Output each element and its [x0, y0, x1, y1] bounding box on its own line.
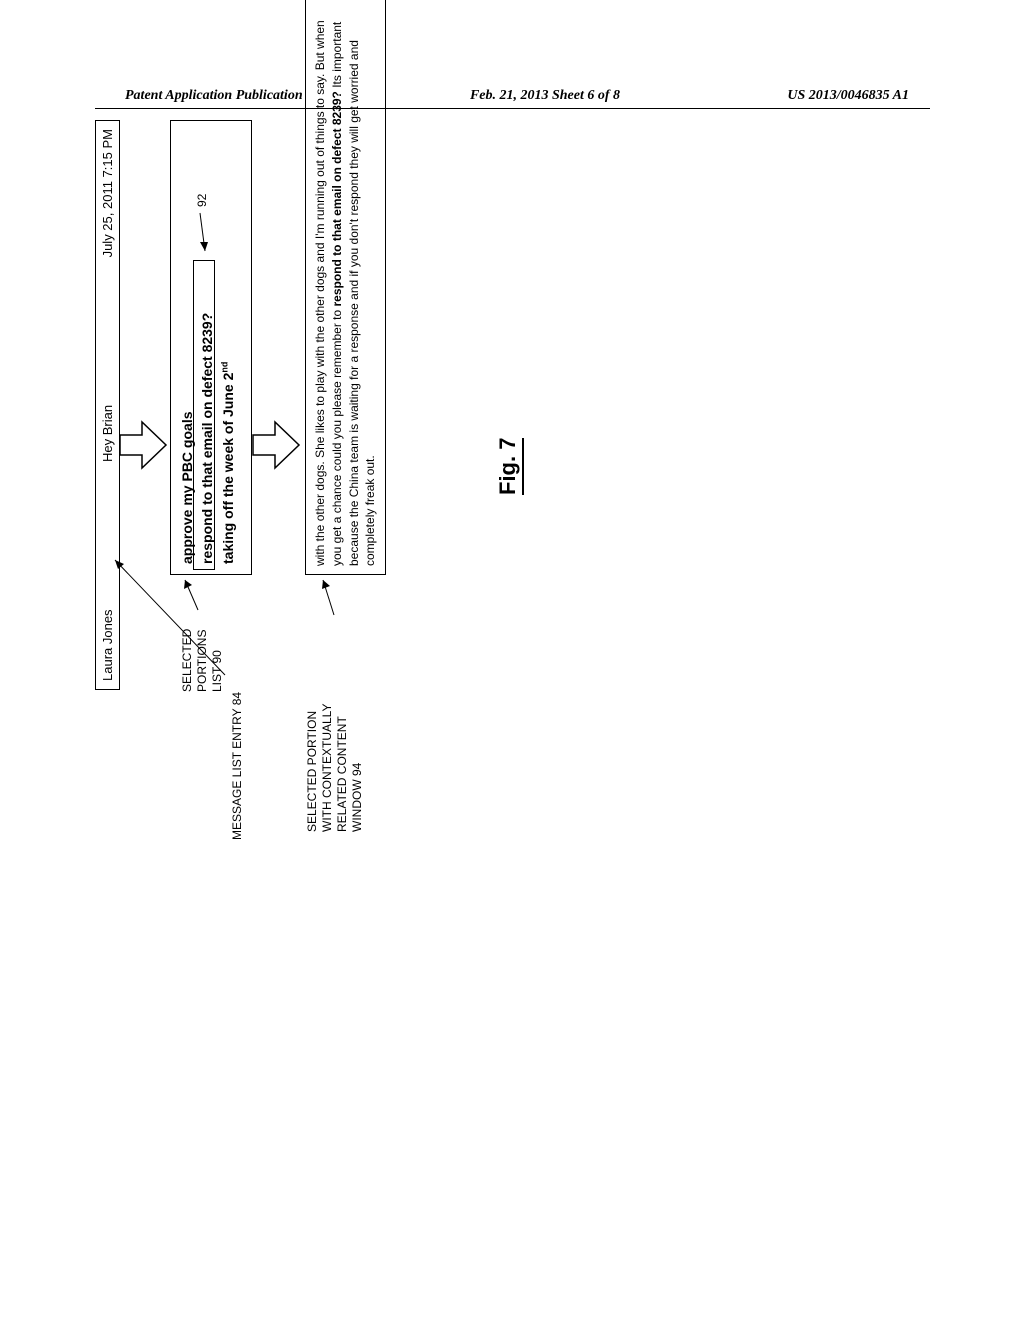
ref-92-leader: 92 — [195, 194, 209, 255]
portion-line-3: taking off the week of June 2nd — [218, 131, 238, 564]
message-list-entry-label: MESSAGE LIST ENTRY 84 — [230, 692, 244, 840]
context-window-box: with the other dogs. She likes to play w… — [305, 0, 386, 575]
context-arrow-icon — [320, 575, 338, 615]
header-right: US 2013/0046835 A1 — [787, 88, 909, 104]
ref-92-text: 92 — [195, 194, 209, 207]
msg-timestamp: July 25, 2011 7:15 PM — [100, 129, 115, 257]
figure-caption: Fig. 7 — [495, 438, 524, 495]
header-center: Feb. 21, 2013 Sheet 6 of 8 — [470, 88, 620, 104]
selected-portions-arrow-icon — [183, 575, 203, 610]
figure-inner: Laura Jones Hey Brian July 25, 2011 7:15… — [95, 150, 930, 840]
down-arrow-icon — [253, 420, 301, 470]
context-window-label: SELECTED PORTION WITH CONTEXTUALLY RELAT… — [305, 704, 365, 832]
header-divider — [95, 108, 930, 109]
selected-portions-list-label: SELECTED PORTIONS LIST 90 — [180, 629, 225, 692]
msg-subject: Hey Brian — [100, 405, 115, 462]
selected-portions-list-box: approve my PBC goals respond to that ema… — [170, 120, 252, 575]
down-arrow-icon — [120, 420, 168, 470]
msg-sender: Laura Jones — [100, 609, 115, 681]
page-header: Patent Application Publication Feb. 21, … — [0, 88, 1024, 104]
ref-92-arrow-icon — [195, 213, 209, 255]
header-left: Patent Application Publication — [125, 88, 303, 104]
context-bold: respond to that email on defect 8239? — [330, 91, 344, 306]
figure-area: Laura Jones Hey Brian July 25, 2011 7:15… — [95, 150, 930, 850]
